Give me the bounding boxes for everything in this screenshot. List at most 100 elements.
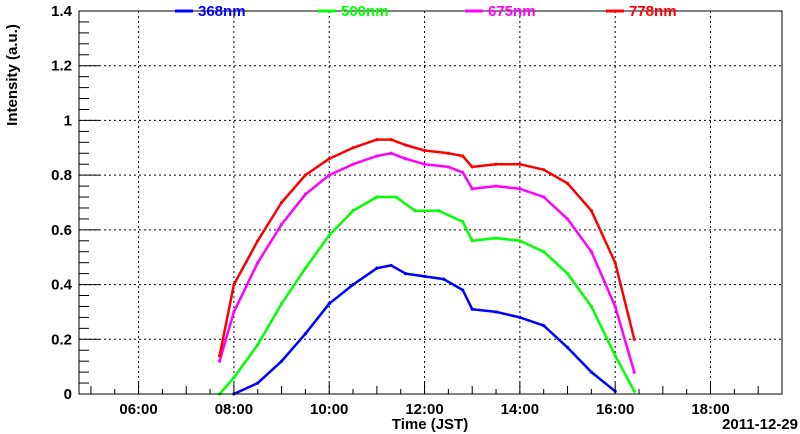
y-tick-label: 1.4 [51,3,73,20]
data-point-500nm [470,239,474,243]
data-point-778nm [518,162,522,166]
x-tick-label: 06:00 [119,401,157,418]
data-point-778nm [446,151,450,155]
x-tick-label: 18:00 [691,401,729,418]
data-point-675nm [613,304,617,309]
data-point-368nm [422,274,427,278]
data-point-778nm [613,261,617,265]
legend-label-500nm: 500nm [341,3,389,20]
data-point-500nm [613,354,617,358]
data-point-368nm [518,315,522,319]
data-point-368nm [403,272,408,276]
axis-ticks [79,10,783,395]
data-point-778nm [589,209,593,213]
data-point-500nm [256,343,260,347]
data-point-778nm [542,168,546,172]
data-point-778nm [403,143,408,147]
data-point-778nm [256,239,260,243]
data-point-778nm [422,148,427,153]
data-point-500nm [394,195,398,199]
data-point-368nm [542,324,546,328]
y-tick-label: 1 [64,112,72,129]
data-point-368nm [375,266,379,270]
data-point-675nm [589,250,593,254]
series-line-675nm [218,152,636,374]
series-line-500nm [218,195,636,396]
y-axis-title: Intensity (a.u.) [4,24,21,126]
data-point-675nm [256,261,260,265]
data-point-500nm [589,304,593,309]
y-tick-label: 0.4 [51,277,73,294]
data-point-675nm [632,370,636,374]
data-point-368nm [303,332,307,336]
data-point-368nm [461,288,465,292]
data-point-675nm [351,162,355,166]
x-tick-label: 08:00 [215,401,253,418]
data-point-500nm [494,236,498,240]
data-point-675nm [542,195,546,199]
series-layer [218,137,636,396]
date-label: 2011-12-29 [722,416,798,433]
data-point-368nm [351,282,355,287]
data-point-675nm [446,165,450,169]
x-tick-label: 12:00 [405,401,443,418]
data-point-368nm [470,307,474,311]
data-point-500nm [327,233,331,237]
data-point-675nm [494,184,498,188]
data-point-675nm [518,187,522,191]
data-point-368nm [256,381,260,385]
data-point-778nm [218,354,222,358]
data-point-675nm [461,170,465,175]
data-point-778nm [461,154,465,158]
data-point-778nm [351,146,355,150]
series-line-778nm [218,138,636,357]
data-point-778nm [232,282,236,287]
x-tick-label: 14:00 [501,401,539,418]
data-point-500nm [437,209,441,213]
plot-frame [78,10,783,395]
data-point-778nm [389,137,393,142]
data-point-500nm [542,250,546,254]
data-point-675nm [375,154,379,158]
data-point-675nm [403,157,408,161]
legend: 368nm 500nm 675nm 778nm [175,3,677,20]
data-point-500nm [375,195,379,199]
x-axis-title: Time (JST) [392,416,468,433]
data-point-675nm [232,310,236,314]
x-tick-label: 16:00 [596,401,634,418]
data-point-368nm [565,345,570,350]
legend-label-368nm: 368nm [198,3,246,20]
data-point-368nm [589,370,593,374]
data-point-500nm [413,209,417,213]
y-tick-label: 0.6 [51,222,72,239]
data-point-675nm [422,162,427,166]
data-point-675nm [389,151,393,155]
data-point-500nm [303,266,307,270]
y-tick-label: 1.2 [51,58,72,75]
data-point-675nm [565,217,570,221]
data-point-500nm [565,272,570,276]
data-point-500nm [518,239,522,243]
data-point-778nm [494,162,498,166]
y-tick-label: 0.2 [51,331,72,348]
data-point-675nm [470,187,474,191]
grid-lines [79,11,782,394]
data-point-500nm [351,209,355,213]
tick-labels: 06:00 08:00 10:00 12:00 14:00 16:00 18:00 0 0.2 0… [51,3,730,418]
data-point-778nm [375,137,379,142]
data-point-778nm [327,157,331,161]
data-point-675nm [303,192,307,196]
data-point-778nm [470,165,474,169]
data-point-368nm [327,302,331,306]
data-point-368nm [389,263,393,268]
y-tick-label: 0.8 [51,167,72,184]
data-point-500nm [232,375,236,380]
data-point-500nm [632,389,636,393]
data-point-675nm [279,222,284,226]
data-point-675nm [327,173,331,177]
data-point-778nm [632,337,636,341]
data-point-500nm [461,220,465,224]
data-point-500nm [279,302,284,306]
data-point-368nm [279,359,284,363]
